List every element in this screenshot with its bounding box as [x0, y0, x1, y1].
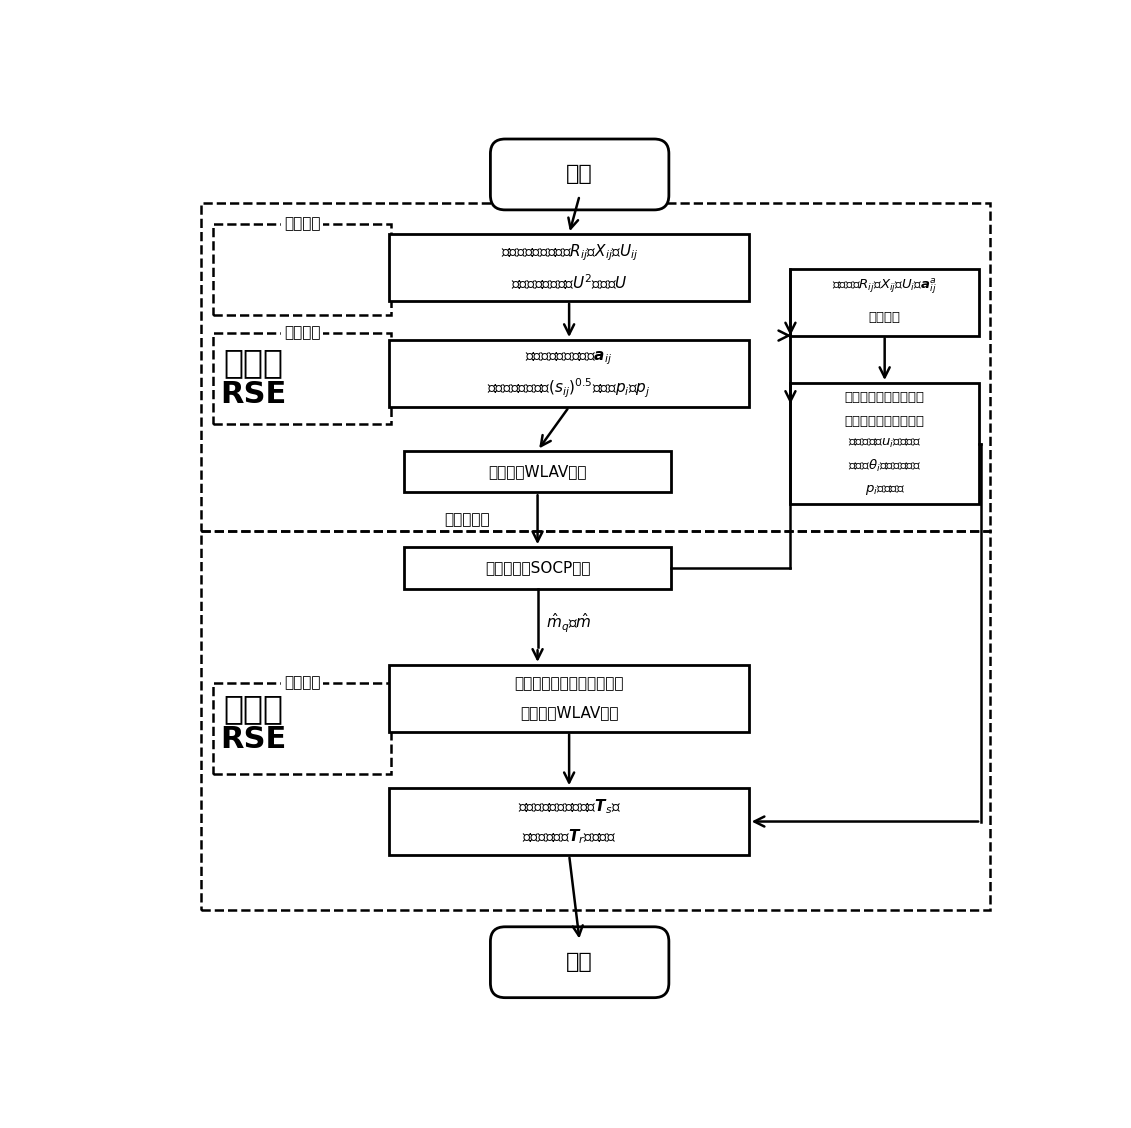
Text: 水力网络: 水力网络	[284, 325, 320, 340]
Text: 求解得到节点供热温度$\boldsymbol{T}_s$与: 求解得到节点供热温度$\boldsymbol{T}_s$与	[518, 797, 621, 816]
Text: 开始: 开始	[567, 165, 593, 185]
Text: 建立线性WLAV模型: 建立线性WLAV模型	[489, 464, 587, 479]
Text: RSE: RSE	[221, 380, 286, 408]
Text: 引入辅助状态变量：$\boldsymbol{a}_{ij}$: 引入辅助状态变量：$\boldsymbol{a}_{ij}$	[526, 350, 613, 368]
Bar	[389, 788, 749, 855]
Bar	[404, 547, 671, 589]
Text: 经过一次非线性变换与: 经过一次非线性变换与	[845, 391, 925, 404]
Bar	[389, 664, 749, 732]
Text: 压相角$\theta_i$和节点头压强: 压相角$\theta_i$和节点头压强	[848, 458, 922, 475]
Text: 引入辅助量测量：$(s_{ij})^{0.5}$并代替$p_i$、$p_j$: 引入辅助量测量：$(s_{ij})^{0.5}$并代替$p_i$、$p_j$	[487, 377, 650, 399]
Text: 第二层: 第二层	[224, 693, 284, 725]
Text: 求解得到$R_{ij}$、$X_{ij}$、$U_i$和$\boldsymbol{a}_{ij}^{a}$: 求解得到$R_{ij}$、$X_{ij}$、$U_i$和$\boldsymbol…	[832, 276, 938, 297]
Bar	[404, 451, 671, 492]
Bar	[201, 203, 990, 530]
Text: $\hat{m}_q$、$\hat{m}$: $\hat{m}_q$、$\hat{m}$	[546, 611, 592, 635]
Text: RSE: RSE	[221, 725, 286, 755]
Text: 结束: 结束	[567, 952, 593, 972]
Text: 的估计值: 的估计值	[869, 311, 900, 324]
Text: 电力系统: 电力系统	[284, 217, 320, 231]
Bar	[791, 382, 979, 504]
Bar	[214, 333, 391, 424]
Text: 节点回热温度$\boldsymbol{T}_r$的估计值: 节点回热温度$\boldsymbol{T}_r$的估计值	[523, 827, 616, 846]
Text: 建立考虑节点温度约束的热: 建立考虑节点温度约束的热	[515, 676, 624, 691]
Text: 建立、求解SOCP模型: 建立、求解SOCP模型	[485, 561, 590, 575]
Text: 一次线性变换，得到节: 一次线性变换，得到节	[845, 415, 925, 428]
Bar	[201, 530, 990, 910]
Text: 网的线性WLAV模型: 网的线性WLAV模型	[520, 705, 619, 721]
Text: 点电压幅值$u_i$、节点电: 点电压幅值$u_i$、节点电	[848, 438, 922, 450]
Bar	[389, 340, 749, 407]
Text: 添加锥约束: 添加锥约束	[443, 512, 490, 527]
FancyBboxPatch shape	[491, 139, 668, 210]
Text: 引入辅助量测量：$U^2$并代替$U$: 引入辅助量测量：$U^2$并代替$U$	[511, 273, 628, 292]
Text: 热力网络: 热力网络	[284, 675, 320, 690]
FancyBboxPatch shape	[491, 927, 668, 997]
Bar	[791, 268, 979, 335]
Text: 第一层: 第一层	[224, 346, 284, 379]
Bar	[389, 233, 749, 301]
Bar	[214, 224, 391, 315]
Bar	[214, 682, 391, 774]
Text: 引入辅助状态变量：$R_{ij}$、$X_{ij}$、$U_{ij}$: 引入辅助状态变量：$R_{ij}$、$X_{ij}$、$U_{ij}$	[501, 243, 638, 263]
Text: $p_i$的估计值: $p_i$的估计值	[864, 483, 905, 496]
